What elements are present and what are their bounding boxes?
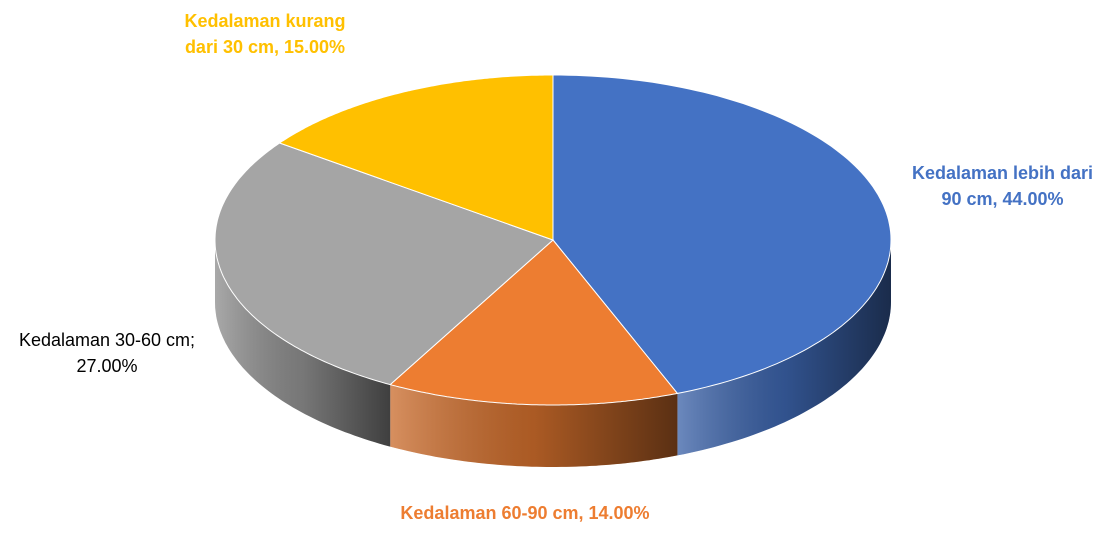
pie-side-shade (215, 240, 391, 447)
data-label: Kedalaman 30-60 cm; 27.00% (18, 330, 196, 376)
data-label: Kedalaman 60-90 cm, 14.00% (400, 503, 650, 523)
pie-slice (214, 142, 554, 386)
data-label: Kedalaman kurang dari 30 cm, 15.00% (184, 11, 346, 57)
pie-side-shade (390, 384, 678, 467)
pie-sides (215, 240, 891, 467)
data-label: Kedalaman lebih dari 90 cm, 44.00% (911, 163, 1094, 209)
pie-slice (389, 239, 679, 406)
pie-slice (278, 74, 554, 241)
pie-slice (552, 74, 892, 394)
pie-side-shade (677, 240, 891, 456)
